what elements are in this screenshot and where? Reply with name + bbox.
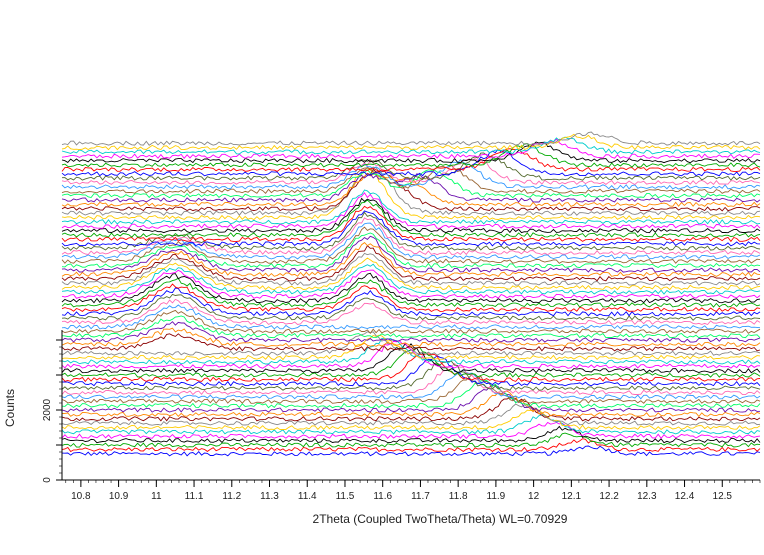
series-line-44 [61,232,761,269]
series-line-31 [61,298,761,326]
series-line-54 [61,189,761,225]
series-line-47 [61,217,761,256]
x-tick-label: 12.4 [675,491,695,502]
x-tick-label: 11 [151,491,162,502]
series-line-68 [61,141,761,164]
series-line-36 [61,272,761,304]
series-line-32 [61,293,761,321]
series-line-10 [61,390,761,418]
series-line-40 [61,252,761,286]
series-line-72 [61,131,761,146]
series-line-1 [61,445,761,457]
series-line-6 [61,414,761,435]
series-line-30 [61,304,761,330]
series-line-38 [61,263,761,295]
series-line-60 [61,169,761,199]
y-tick-label: 2000 [42,398,53,421]
x-tick-label: 10.9 [109,491,129,502]
series-line-2 [61,438,761,453]
series-line-7 [61,408,761,431]
series-line-37 [61,269,761,299]
y-tick-group: 0 2000 [42,339,62,483]
series-line-4 [61,425,761,444]
x-tick-group: 10.8 10.9 11 11.1 11.2 11.3 11.4 11.5 11.6 11.7 11… [65,480,761,502]
series-line-20 [61,343,761,374]
series-line-24 [61,331,761,356]
series-line-12 [61,379,761,409]
series-line-67 [61,143,761,168]
series-line-33 [61,287,761,317]
series-line-29 [61,309,761,335]
series-line-64 [61,152,761,181]
x-tick-label: 12.1 [562,491,582,502]
x-tick-label: 11.1 [185,491,204,502]
series-line-57 [61,168,761,212]
x-tick-label: 11.7 [411,491,430,502]
series-line-27 [61,321,761,343]
series-line-15 [61,362,761,396]
series-line-5 [61,421,761,440]
x-tick-label: 11.2 [222,491,241,502]
series-line-8 [61,403,761,426]
series-line-28 [61,315,761,339]
series-line-18 [61,353,761,383]
series-line-65 [61,148,761,177]
x-tick-label: 11.4 [298,491,317,502]
series-line-69 [61,138,761,160]
x-tick-label: 11.6 [373,491,392,502]
series-line-11 [61,384,761,413]
x-tick-label: 10.8 [71,491,91,502]
y-tick-label: 0 [42,477,53,483]
series-line-25 [61,333,761,352]
series-line-50 [61,205,761,243]
series-line-61 [61,164,761,194]
series-line-43 [61,235,761,273]
x-tick-label: 11.3 [260,491,279,502]
series-line-45 [61,226,761,264]
series-line-56 [61,166,761,216]
series-line-16 [61,360,761,391]
x-tick-label: 11.8 [449,491,468,502]
y-axis-title: Counts [3,389,17,427]
series-line-34 [61,283,761,313]
series-line-63 [61,158,761,186]
x-tick-label: 11.9 [487,491,506,502]
x-tick-label: 12.2 [599,491,619,502]
series-line-13 [61,373,761,404]
x-tick-label: 12 [528,491,540,502]
series-line-39 [61,257,761,291]
series-line-9 [61,397,761,422]
series-line-23 [61,334,761,361]
series-line-3 [61,432,761,448]
x-tick-label: 12.3 [637,491,657,502]
series-line-42 [61,242,761,278]
series-line-62 [61,159,761,190]
series-line-66 [61,148,761,173]
series-line-55 [61,167,761,221]
x-tick-label: 11.5 [336,491,355,502]
series-line-71 [61,133,761,151]
series-line-70 [61,136,761,155]
series-line-35 [61,277,761,308]
series-line-14 [61,368,761,400]
series-line-49 [61,210,761,247]
series-layer [61,131,761,457]
series-line-21 [61,340,760,369]
series-line-53 [61,192,761,229]
series-line-59 [61,173,761,203]
x-tick-label: 12.5 [713,491,733,502]
series-line-46 [61,222,761,260]
series-line-17 [62,355,761,387]
series-line-41 [61,244,761,282]
series-line-26 [61,327,761,347]
series-line-51 [61,199,761,238]
series-line-48 [61,211,761,251]
series-line-52 [61,197,761,234]
x-axis-title: 2Theta (Coupled TwoTheta/Theta) WL=0.709… [313,512,568,526]
